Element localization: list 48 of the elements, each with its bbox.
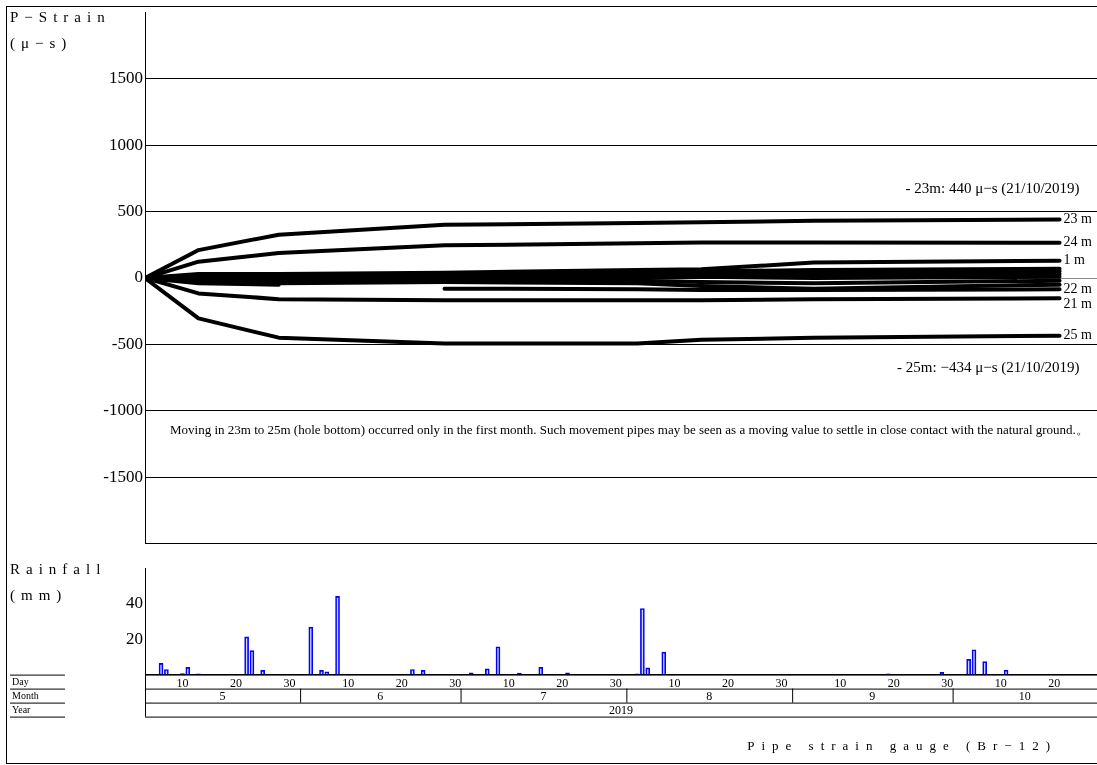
x-tick-label: 10 (502, 675, 515, 690)
y-tick-label: 0 (134, 267, 143, 287)
x-tick-label: 10 (834, 675, 847, 690)
y-tick-label: 20 (126, 628, 143, 648)
y-tick-label: 1000 (109, 134, 143, 154)
x-tick-label: 30 (775, 675, 788, 690)
x-tick-label: 10 (176, 675, 189, 690)
x-tick-label: 30 (609, 675, 622, 690)
x-tick-label: 10 (994, 675, 1007, 690)
y-tick-label: -1500 (103, 466, 143, 486)
annotation: Moving in 23m to 25m (hole bottom) occurred only in the first month. Such movement pipes may be seen as a moving value to settle in close contact with the natural ground.。 (170, 422, 1089, 438)
y-tick-label: 1500 (109, 68, 143, 88)
x-tick-label: 20 (229, 675, 242, 690)
y-tick-label: -500 (111, 333, 143, 353)
text: Year (12, 704, 32, 716)
y-tick-label: 40 (126, 593, 143, 613)
series-label: 23 m (1063, 211, 1093, 227)
series-label: 1 m (1063, 252, 1086, 268)
x-tick-label: 10 (342, 675, 355, 690)
x-tick-label: 20 (1048, 675, 1061, 690)
annotation: - 25m: −434 μ−s (21/10/2019) (897, 358, 1080, 376)
x-tick-label: 20 (556, 675, 569, 690)
text: 7 (540, 688, 547, 703)
y-axis-title: P−Strain (μ−s) (10, 8, 111, 53)
text: 9 (869, 688, 876, 703)
text: 2019 (609, 702, 633, 717)
y-tick-label: -1000 (103, 400, 143, 420)
series-label: 24 m (1063, 234, 1093, 250)
series-label: 25 m (1063, 327, 1093, 343)
x-tick-label: 10 (668, 675, 681, 690)
text: 5 (219, 688, 226, 703)
series-label: 22 m (1063, 280, 1093, 296)
y-axis-title: Rainfall (mm) (10, 560, 108, 605)
x-tick-label: 30 (449, 675, 462, 690)
x-tick-label: 30 (283, 675, 296, 690)
annotation: - 23m: 440 μ−s (21/10/2019) (905, 180, 1080, 198)
x-tick-label: 20 (721, 675, 734, 690)
x-tick-label: 20 (887, 675, 900, 690)
text: 10 (1018, 688, 1031, 703)
series-label: 21 m (1063, 295, 1093, 311)
text: 8 (706, 688, 713, 703)
text: Day (12, 676, 29, 688)
text: Month (12, 690, 39, 702)
x-tick-label: 30 (941, 675, 954, 690)
text: 6 (377, 688, 384, 703)
text: Pipe strain gauge (Br−12) (747, 738, 1057, 754)
y-tick-label: 500 (117, 201, 143, 221)
x-tick-label: 20 (395, 675, 408, 690)
